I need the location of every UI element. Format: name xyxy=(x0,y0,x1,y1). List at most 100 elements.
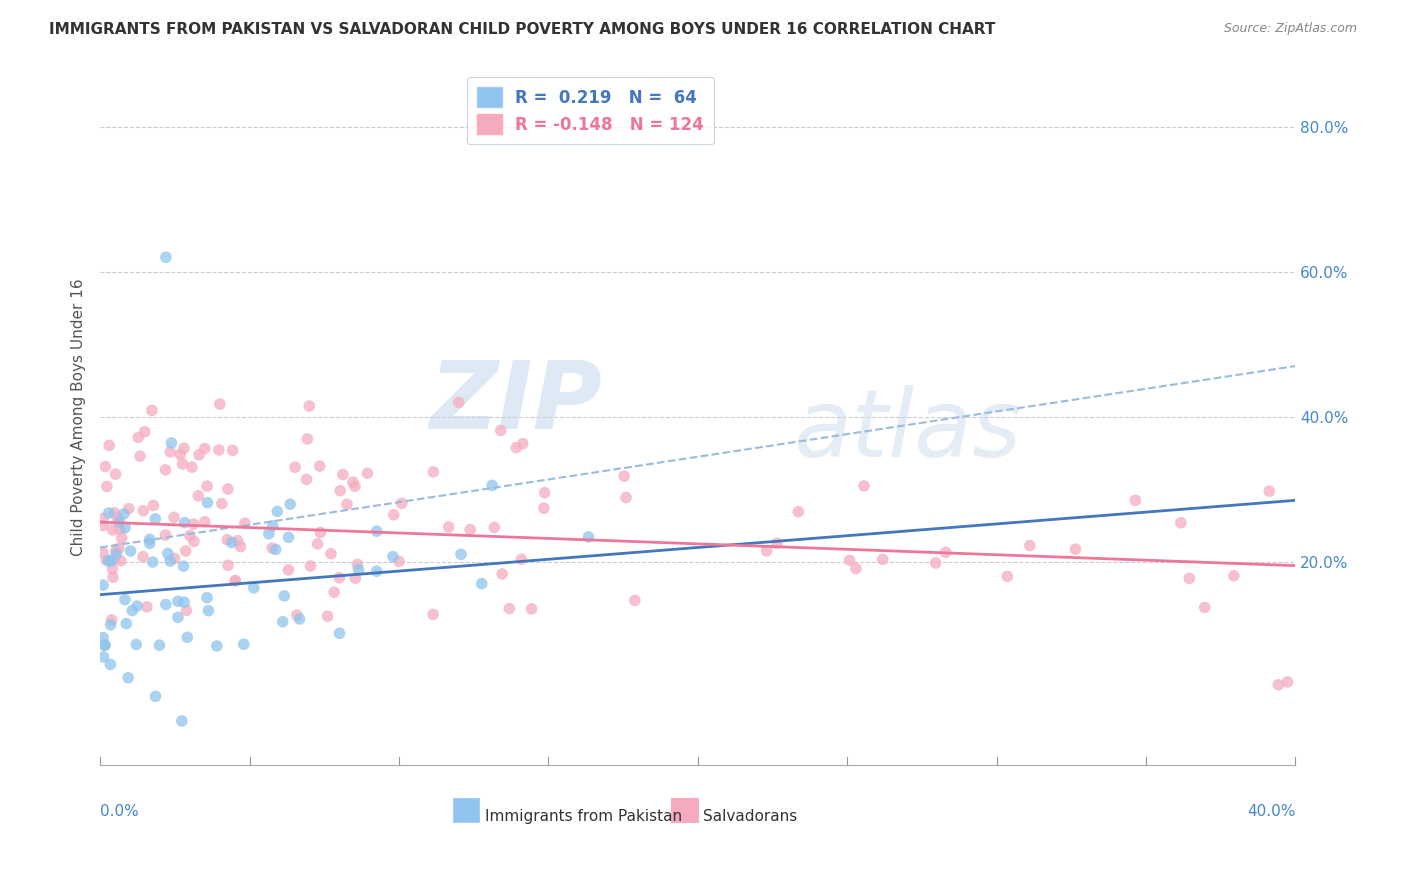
Point xyxy=(120,544,142,558)
Point xyxy=(125,638,148,652)
Point xyxy=(450,548,472,562)
Point xyxy=(491,566,513,581)
Point xyxy=(297,432,319,446)
Point xyxy=(613,469,636,483)
Point xyxy=(342,475,364,489)
Point xyxy=(205,639,228,653)
Point xyxy=(299,559,322,574)
FancyBboxPatch shape xyxy=(672,798,697,822)
Point xyxy=(169,448,191,462)
Point xyxy=(614,491,637,505)
Point xyxy=(226,533,249,548)
Point xyxy=(381,549,404,564)
Point xyxy=(273,589,295,603)
Point xyxy=(484,520,506,534)
Point xyxy=(316,609,339,624)
Point xyxy=(134,425,156,439)
Point xyxy=(183,517,205,532)
Point xyxy=(242,581,264,595)
Point xyxy=(108,522,131,536)
Point xyxy=(173,595,195,609)
Point xyxy=(141,403,163,417)
Point xyxy=(114,521,136,535)
Point xyxy=(295,472,318,486)
Point xyxy=(194,515,217,529)
Point xyxy=(167,610,190,624)
Point xyxy=(623,593,645,607)
Point xyxy=(156,547,179,561)
Point xyxy=(1277,674,1299,689)
Text: ZIP: ZIP xyxy=(429,357,602,449)
Legend: R =  0.219   N =  64, R = -0.148   N = 124: R = 0.219 N = 64, R = -0.148 N = 124 xyxy=(467,77,714,145)
Point xyxy=(112,507,135,521)
Point xyxy=(167,594,190,608)
Point xyxy=(1018,539,1040,553)
Point xyxy=(277,563,299,577)
Point xyxy=(578,530,600,544)
Point xyxy=(101,570,124,584)
Point xyxy=(388,554,411,568)
Text: Source: ZipAtlas.com: Source: ZipAtlas.com xyxy=(1223,22,1357,36)
Text: atlas: atlas xyxy=(793,385,1022,476)
Point xyxy=(505,441,527,455)
Point xyxy=(391,496,413,510)
Point xyxy=(366,564,388,578)
Point xyxy=(755,544,778,558)
Point xyxy=(111,531,134,545)
Point xyxy=(344,571,367,585)
Point xyxy=(520,602,543,616)
Point xyxy=(208,397,231,411)
Point xyxy=(872,552,894,566)
Point xyxy=(117,671,139,685)
Point xyxy=(194,442,217,456)
Point xyxy=(100,617,122,632)
Point xyxy=(343,479,366,493)
Point xyxy=(91,578,114,592)
Point xyxy=(135,599,157,614)
Point xyxy=(308,459,330,474)
Point xyxy=(114,592,136,607)
Point xyxy=(103,552,125,566)
Point xyxy=(277,530,299,544)
Point xyxy=(471,576,494,591)
Point xyxy=(510,552,533,566)
Point xyxy=(145,690,167,704)
Point xyxy=(224,574,246,588)
Point xyxy=(105,547,128,561)
Point xyxy=(93,649,115,664)
Point xyxy=(142,499,165,513)
Point xyxy=(115,616,138,631)
Point xyxy=(298,399,321,413)
Point xyxy=(143,512,166,526)
Point xyxy=(91,631,114,645)
Point xyxy=(160,436,183,450)
Y-axis label: Child Poverty Among Boys Under 16: Child Poverty Among Boys Under 16 xyxy=(72,278,86,556)
Point xyxy=(125,599,148,613)
Point xyxy=(176,603,198,617)
Point xyxy=(1258,484,1281,499)
Point xyxy=(195,591,218,605)
Point xyxy=(179,528,201,542)
Point xyxy=(458,523,481,537)
Point xyxy=(104,467,127,482)
Point xyxy=(498,601,520,615)
Point xyxy=(224,574,246,588)
Point xyxy=(266,504,288,518)
Point xyxy=(129,449,152,463)
Point xyxy=(533,485,555,500)
Point xyxy=(257,526,280,541)
Point xyxy=(187,489,209,503)
Point xyxy=(217,533,239,547)
Point xyxy=(284,460,307,475)
Point xyxy=(995,569,1018,583)
Point xyxy=(183,534,205,549)
Point xyxy=(1170,516,1192,530)
Point xyxy=(101,562,124,576)
Point xyxy=(1123,493,1146,508)
Point xyxy=(221,443,243,458)
Point xyxy=(288,612,311,626)
Point xyxy=(155,528,177,542)
Point xyxy=(356,467,378,481)
Point xyxy=(766,536,789,550)
Point xyxy=(346,558,368,572)
